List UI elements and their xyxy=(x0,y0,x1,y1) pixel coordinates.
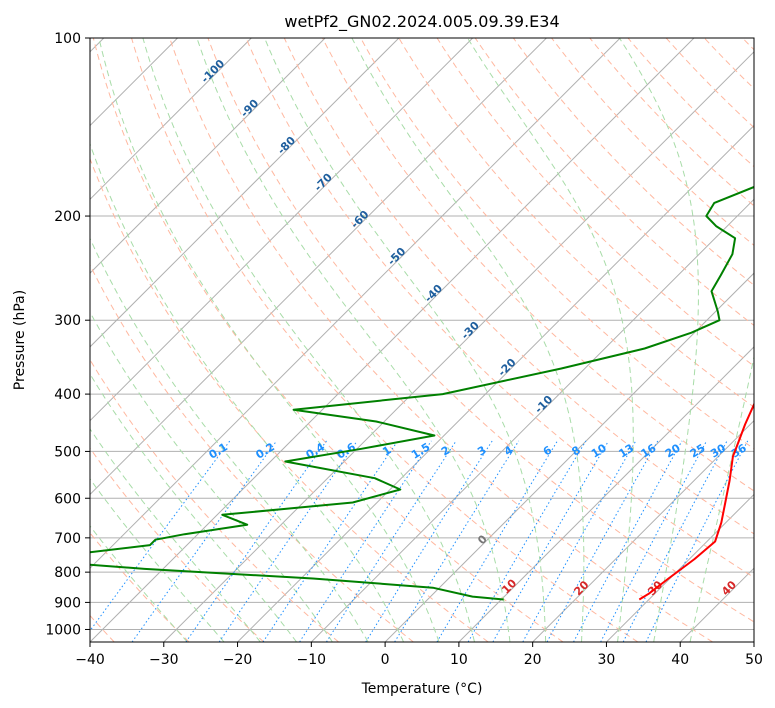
dry-adiabat-line xyxy=(90,447,265,642)
dry-adiabat-line xyxy=(245,38,754,579)
isotherm-line xyxy=(90,38,621,569)
dry-adiabat-line xyxy=(169,38,713,642)
x-tick-label: 50 xyxy=(745,652,763,668)
mixing-ratio-line xyxy=(467,440,587,642)
y-tick-label: 700 xyxy=(54,531,81,547)
x-tick-label: 30 xyxy=(598,652,616,668)
x-tick-label: 40 xyxy=(671,652,689,668)
mixing-ratio-line xyxy=(645,440,749,642)
y-tick-label: 300 xyxy=(54,313,81,329)
moist-adiabat-line xyxy=(90,142,405,642)
y-tick-label: 500 xyxy=(54,444,81,460)
moist-adiabat-line xyxy=(196,38,511,642)
x-tick-label: −30 xyxy=(149,652,179,668)
moist-adiabat-line xyxy=(264,38,547,642)
dewpoint-line xyxy=(90,185,754,601)
isotherm-line xyxy=(90,38,695,642)
isotherm-line xyxy=(532,419,754,642)
moist-adiabat-line xyxy=(90,237,369,642)
x-tick-label: −40 xyxy=(75,652,105,668)
x-tick-label: −20 xyxy=(223,652,253,668)
dry-adiabat-line xyxy=(360,38,754,450)
profile-lines xyxy=(90,185,754,601)
x-tick-label: 0 xyxy=(381,652,390,668)
isotherm-line xyxy=(90,38,252,201)
mixing-ratio-line xyxy=(218,440,358,642)
temperature-line xyxy=(638,401,754,601)
moist-adiabat-line xyxy=(90,373,297,642)
y-tick-label: 400 xyxy=(54,387,81,403)
isotherm-line xyxy=(606,493,754,642)
x-axis-title: Temperature (°C) xyxy=(361,681,483,697)
x-tick-label: 10 xyxy=(450,652,468,668)
y-axis-title: Pressure (hPa) xyxy=(12,290,28,390)
mixing-ratio-line xyxy=(546,440,659,642)
isotherm-line xyxy=(90,38,474,422)
dry-adiabat-line xyxy=(90,157,489,642)
x-tick-label: 20 xyxy=(524,652,542,668)
mixing-ratio-line xyxy=(262,440,399,642)
mixing-ratio-line xyxy=(90,440,231,632)
mixing-ratio-line xyxy=(436,440,558,642)
isotherm-line xyxy=(90,38,326,274)
y-tick-label: 1000 xyxy=(45,622,81,638)
mixing-ratio-line xyxy=(365,440,493,642)
dry-adiabat-line xyxy=(398,38,754,408)
x-tick-label: −10 xyxy=(297,652,327,668)
dry-adiabat-line xyxy=(550,38,754,247)
isotherm-line xyxy=(384,272,754,642)
y-tick-label: 800 xyxy=(54,565,81,581)
dry-adiabat-line xyxy=(207,38,754,623)
chart-title: wetPf2_GN02.2024.005.09.39.E34 xyxy=(284,12,559,32)
background-lines xyxy=(90,38,754,642)
moist-adiabat-line xyxy=(90,525,188,642)
y-tick-label: 100 xyxy=(54,31,81,47)
mixing-ratio-line xyxy=(522,440,637,642)
dry-adiabat-line xyxy=(90,263,414,642)
mixing-ratio-line xyxy=(325,440,457,642)
moist-adiabat-line xyxy=(618,38,699,642)
isotherm-line xyxy=(458,346,754,642)
moist-adiabat-line xyxy=(98,38,440,642)
dry-adiabat-line xyxy=(283,38,754,535)
plot-frame xyxy=(89,37,755,643)
isotherm-line xyxy=(90,38,547,496)
moist-adiabat-line xyxy=(90,478,225,642)
moist-adiabat-line xyxy=(90,427,261,642)
y-tick-label: 600 xyxy=(54,491,81,507)
moist-adiabat-line xyxy=(689,354,754,642)
axes: −40 −30 −20 −10 0 10 20 30 40 50 100 200 300 400 500 60… xyxy=(45,31,763,668)
isotherm-line xyxy=(90,38,400,348)
mixing-ratio-line xyxy=(492,440,609,642)
dry-adiabat-line xyxy=(589,38,754,207)
dry-adiabat-line xyxy=(131,38,639,642)
isotherm-line xyxy=(163,51,754,642)
isotherm-line xyxy=(237,124,754,642)
moist-adiabat-line xyxy=(90,311,333,642)
moist-adiabat-line xyxy=(351,38,585,642)
dry-adiabat-line xyxy=(436,38,754,367)
y-tick-label: 200 xyxy=(54,209,81,225)
mixing-ratio-line xyxy=(394,440,520,642)
moist-adiabat-line xyxy=(142,38,475,642)
y-tick-label: 900 xyxy=(54,595,81,611)
mixing-ratio-line xyxy=(185,440,327,642)
mixing-ratio-line xyxy=(299,440,432,642)
